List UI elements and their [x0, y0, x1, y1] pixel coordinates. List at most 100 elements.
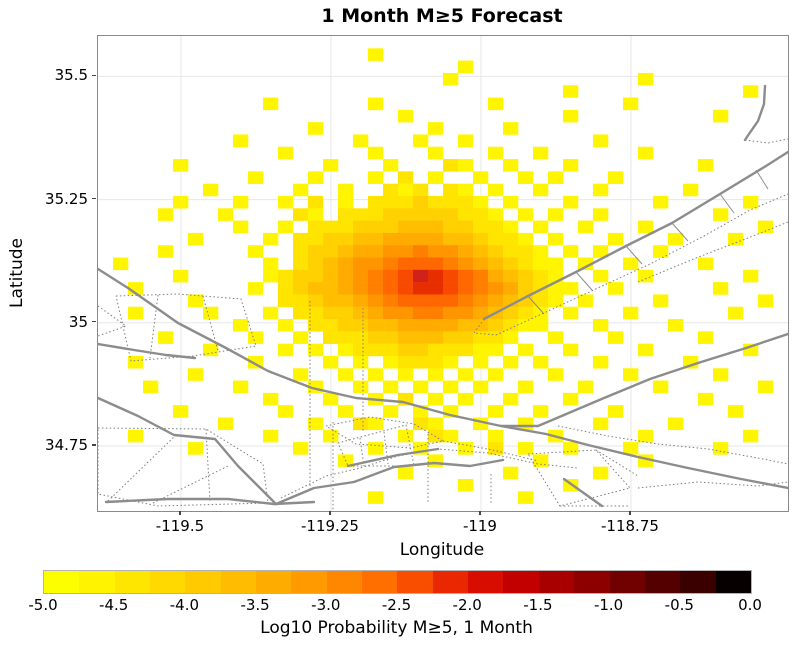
heatmap-cell	[563, 109, 579, 123]
heatmap-cell	[383, 257, 399, 271]
heatmap-cell	[413, 282, 429, 295]
heatmap-cell	[443, 195, 459, 209]
fault-zone-outline	[383, 431, 389, 465]
heatmap-cell	[323, 294, 339, 308]
fault-zone-outline	[473, 318, 497, 336]
heatmap-cell	[323, 306, 339, 320]
heatmap-cell	[458, 60, 474, 74]
heatmap-cell	[458, 208, 474, 221]
heatmap-cell	[548, 331, 564, 344]
heatmap-cell	[563, 392, 579, 406]
heatmap-cell	[428, 355, 444, 369]
fault-line	[98, 267, 503, 428]
heatmap-cell	[428, 282, 444, 295]
heatmap-cell	[638, 146, 654, 160]
colorbar-segment	[503, 571, 539, 593]
heatmap-cell	[503, 319, 519, 332]
heatmap-cell	[428, 294, 444, 308]
heatmap-cell	[353, 208, 369, 221]
heatmap-cell	[353, 282, 369, 295]
heatmap-cell	[398, 171, 414, 184]
heatmap-cell	[413, 220, 429, 234]
heatmap-cell	[383, 319, 399, 332]
heatmap-cell	[323, 269, 339, 283]
heatmap-cell	[608, 405, 624, 418]
heatmap-cell	[383, 380, 399, 394]
heatmap-cell	[173, 405, 189, 418]
heatmap-cell	[623, 257, 639, 271]
heatmap-cell	[443, 380, 459, 394]
fault-zone-outline	[149, 294, 159, 359]
colorbar-segment	[609, 571, 645, 593]
heatmap-cell	[473, 355, 489, 369]
x-tick-mark	[479, 511, 481, 515]
fault-tick	[625, 245, 643, 265]
heatmap-cell	[443, 282, 459, 295]
heatmap-cell	[533, 405, 549, 418]
heatmap-cell	[368, 491, 384, 504]
heatmap-cell	[368, 282, 384, 295]
heatmap-cell	[398, 109, 414, 123]
fault-tick	[755, 169, 769, 190]
colorbar-segment	[574, 571, 610, 593]
heatmap-cell	[338, 195, 354, 209]
heatmap-cell	[518, 171, 534, 184]
colorbar-tick-label: 0.0	[738, 596, 762, 614]
heatmap-cell	[368, 97, 384, 111]
heatmap-cell	[353, 257, 369, 271]
heatmap-cell	[653, 380, 669, 394]
heatmap-cell	[488, 208, 504, 221]
heatmap-cell	[458, 245, 474, 258]
heatmap-cell	[398, 466, 414, 480]
fault-tick	[671, 222, 689, 242]
heatmap-cell	[353, 355, 369, 369]
colorbar-segment	[79, 571, 115, 593]
heatmap-cell	[353, 269, 369, 283]
heatmap-cell	[413, 134, 429, 148]
colorbar-tick-label: -2.5	[381, 596, 412, 614]
heatmap-cell	[398, 257, 414, 271]
heatmap-cell	[668, 319, 684, 332]
heatmap-cell	[593, 245, 609, 258]
heatmap-cell	[383, 159, 399, 172]
x-tick-label: -119.25	[301, 517, 359, 535]
heatmap-cell	[128, 355, 144, 369]
heatmap-cell	[338, 368, 354, 381]
heatmap-cell	[743, 269, 759, 283]
heatmap-cell	[518, 380, 534, 394]
heatmap-cell	[623, 368, 639, 381]
heatmap-cell	[683, 183, 699, 197]
heatmap-cell	[698, 392, 714, 406]
heatmap-cell	[338, 294, 354, 308]
heatmap-cell	[218, 417, 234, 431]
heatmap-cell	[473, 208, 489, 221]
heatmap-cell	[488, 269, 504, 283]
heatmap-cell	[398, 355, 414, 369]
heatmap-cell	[428, 171, 444, 184]
heatmap-cell	[518, 417, 534, 431]
heatmap-cell	[428, 257, 444, 271]
heatmap-cell	[383, 294, 399, 308]
heatmap-cell	[233, 380, 249, 394]
colorbar-segment	[715, 571, 751, 593]
heatmap-cell	[458, 442, 474, 455]
heatmap-cell	[293, 331, 309, 344]
heatmap-cell	[308, 195, 324, 209]
heatmap-cell	[638, 269, 654, 283]
heatmap-cell	[728, 232, 744, 246]
heatmap-cell	[278, 294, 294, 308]
heatmap-cell	[593, 183, 609, 197]
heatmap-cell	[488, 429, 504, 443]
heatmap-cell	[398, 368, 414, 381]
heatmap-cell	[473, 282, 489, 295]
heatmap-cell	[458, 331, 474, 344]
heatmap-cell	[308, 343, 324, 357]
heatmap-cell	[548, 294, 564, 308]
heatmap-cell	[293, 257, 309, 271]
heatmap-cell	[368, 294, 384, 308]
colorbar-segment	[114, 571, 151, 593]
heatmap-cell	[218, 208, 234, 221]
heatmap-cell	[458, 282, 474, 295]
fault-zone-outline	[205, 428, 211, 503]
